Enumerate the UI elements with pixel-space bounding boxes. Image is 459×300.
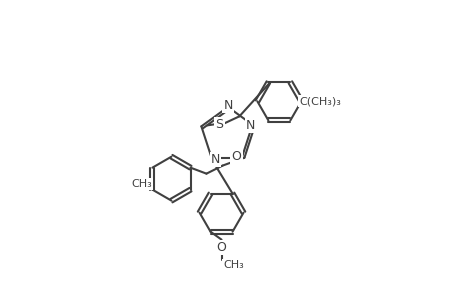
Text: N: N — [246, 119, 255, 132]
Text: S: S — [215, 118, 223, 131]
Text: O: O — [231, 150, 241, 163]
Text: N: N — [223, 98, 232, 112]
Text: N: N — [210, 153, 220, 166]
Text: CH₃: CH₃ — [223, 260, 244, 270]
Text: O: O — [216, 241, 226, 254]
Text: C(CH₃)₃: C(CH₃)₃ — [299, 96, 341, 106]
Text: CH₃: CH₃ — [131, 179, 151, 189]
